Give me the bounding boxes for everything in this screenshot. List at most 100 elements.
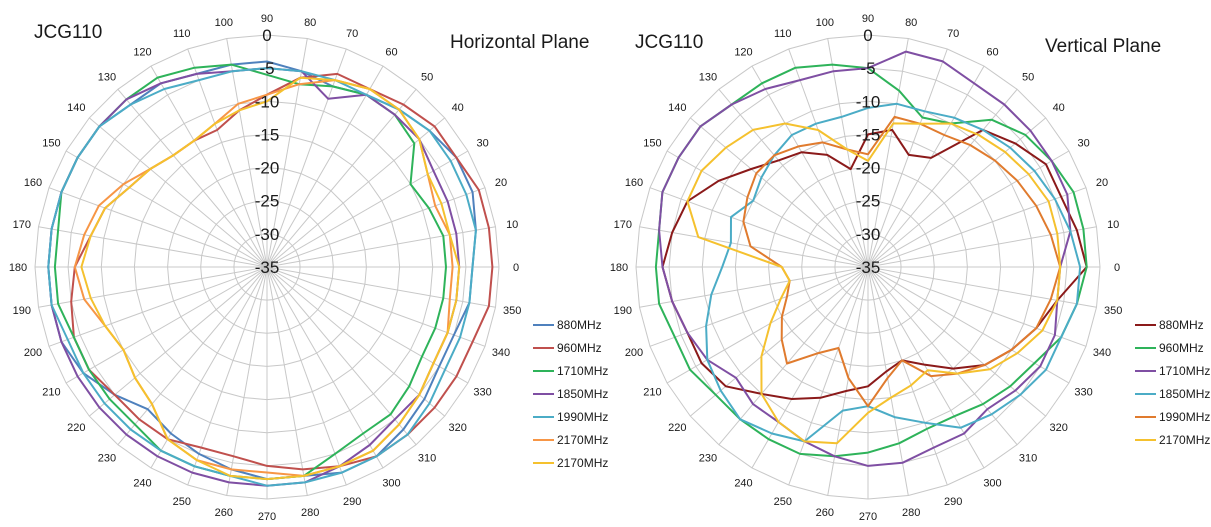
angle-tick-label: 220 bbox=[668, 422, 686, 434]
angle-tick-label: 80 bbox=[304, 17, 316, 29]
grid-spoke bbox=[38, 226, 268, 268]
plane-title: Vertical Plane bbox=[1045, 36, 1162, 57]
angle-tick-label: 240 bbox=[133, 478, 151, 490]
r-tick-label: -20 bbox=[856, 159, 881, 178]
angle-tick-label: 140 bbox=[67, 102, 85, 114]
grid-spoke bbox=[88, 266, 268, 417]
grid-spoke bbox=[751, 65, 869, 268]
legend-label: 2170MHz bbox=[557, 432, 609, 447]
angle-tick-label: 60 bbox=[385, 46, 397, 58]
angle-tick-label: 130 bbox=[699, 71, 717, 83]
grid-spoke bbox=[266, 187, 486, 268]
grid-spoke bbox=[65, 266, 268, 384]
angle-tick-label: 0 bbox=[513, 262, 519, 274]
angle-tick-label: 130 bbox=[98, 71, 116, 83]
legend-item: 1850MHz bbox=[1135, 382, 1210, 405]
angle-tick-label: 140 bbox=[668, 102, 686, 114]
legend-label: 1850MHz bbox=[557, 386, 609, 401]
r-tick-label: -30 bbox=[255, 225, 280, 244]
vertical-polar-plot: 0 10 20 30 40 50 60 70 80 90 100 110 120 130 140 150 160… bbox=[610, 13, 1123, 523]
legend-swatch bbox=[1135, 346, 1156, 349]
grid-spoke bbox=[788, 48, 869, 268]
angle-tick-label: 200 bbox=[24, 347, 42, 359]
legend-item: 960MHz bbox=[533, 336, 608, 359]
angle-tick-label: 150 bbox=[643, 138, 661, 150]
angle-tick-label: 300 bbox=[382, 478, 400, 490]
series-line-1710mhz-2 bbox=[53, 63, 447, 481]
legend-item: 1850MHz bbox=[533, 382, 608, 405]
angle-tick-label: 20 bbox=[1096, 177, 1108, 189]
angle-tick-label: 170 bbox=[13, 219, 31, 231]
grid-spoke bbox=[867, 266, 948, 486]
grid-spoke bbox=[187, 48, 268, 268]
legend-item: 880MHz bbox=[533, 313, 608, 336]
angle-tick-label: 180 bbox=[610, 262, 628, 274]
angle-tick-label: 320 bbox=[1050, 422, 1068, 434]
angle-tick-label: 280 bbox=[902, 507, 920, 519]
angle-tick-label: 30 bbox=[476, 138, 488, 150]
polar-grid bbox=[635, 34, 1101, 500]
angle-tick-label: 310 bbox=[1019, 453, 1037, 465]
angle-tick-label: 220 bbox=[67, 422, 85, 434]
angle-tick-label: 80 bbox=[905, 17, 917, 29]
legend-swatch bbox=[533, 392, 554, 395]
angle-tick-label: 160 bbox=[625, 177, 643, 189]
angle-tick-label: 110 bbox=[173, 28, 191, 40]
grid-spoke bbox=[867, 266, 985, 469]
legend-swatch bbox=[533, 323, 554, 326]
angle-tick-label: 340 bbox=[492, 347, 510, 359]
legend-swatch bbox=[1135, 369, 1156, 372]
angle-tick-label: 30 bbox=[1077, 138, 1089, 150]
r-tick-label: -25 bbox=[255, 192, 280, 211]
grid-spoke bbox=[266, 266, 446, 417]
grid-spoke bbox=[266, 117, 446, 268]
grid-spoke bbox=[266, 266, 469, 384]
legend: 880MHz 960MHz 1710MHz 1850MHz 1990MHz 2170MHz bbox=[1135, 313, 1210, 451]
grid-spoke bbox=[867, 150, 1070, 268]
series-line-1990mhz-4 bbox=[47, 67, 477, 487]
grid-spoke bbox=[867, 266, 1070, 384]
angle-tick-label: 210 bbox=[643, 387, 661, 399]
angle-tick-label: 190 bbox=[13, 305, 31, 317]
series-line-2170mhz-6 bbox=[80, 76, 461, 481]
legend-swatch bbox=[1135, 438, 1156, 441]
model-label: JCG110 bbox=[635, 32, 704, 53]
legend: 880MHz 960MHz 1710MHz 1850MHz 1990MHz 2170MHz… bbox=[533, 313, 608, 474]
r-tick-label: 0 bbox=[262, 26, 271, 45]
angle-tick-label: 280 bbox=[301, 507, 319, 519]
angle-tick-label: 190 bbox=[614, 305, 632, 317]
angle-tick-label: 270 bbox=[859, 511, 877, 523]
grid-spoke bbox=[649, 187, 869, 268]
legend-label: 1710MHz bbox=[1159, 363, 1211, 378]
angle-tick-label: 290 bbox=[944, 496, 962, 508]
r-tick-label: -15 bbox=[856, 125, 881, 144]
r-tick-label: -30 bbox=[856, 225, 881, 244]
legend-label: 2170MHz bbox=[1159, 432, 1211, 447]
legend-item: 2170MHz bbox=[1135, 428, 1210, 451]
angle-tick-label: 100 bbox=[215, 17, 233, 29]
grid-spoke bbox=[266, 48, 347, 268]
angle-tick-label: 330 bbox=[473, 387, 491, 399]
polar-grid bbox=[34, 34, 500, 500]
angle-tick-label: 20 bbox=[495, 177, 507, 189]
angle-tick-label: 320 bbox=[449, 422, 467, 434]
angle-tick-label: 40 bbox=[452, 102, 464, 114]
angle-tick-label: 100 bbox=[816, 17, 834, 29]
angle-tick-label: 70 bbox=[346, 28, 358, 40]
angle-tick-label: 250 bbox=[774, 496, 792, 508]
grid-spoke bbox=[266, 65, 384, 268]
angle-tick-label: 260 bbox=[816, 507, 834, 519]
grid-spoke bbox=[266, 266, 347, 486]
angle-tick-label: 160 bbox=[24, 177, 42, 189]
r-tick-label: 0 bbox=[863, 26, 872, 45]
legend-label: 1990MHz bbox=[1159, 409, 1211, 424]
grid-spoke bbox=[649, 266, 869, 347]
grid-spoke bbox=[266, 266, 417, 446]
angle-tick-label: 200 bbox=[625, 347, 643, 359]
grid-spoke bbox=[226, 266, 268, 496]
grid-spoke bbox=[867, 48, 948, 268]
grid-spoke bbox=[718, 266, 869, 446]
grid-spoke bbox=[639, 226, 869, 268]
angle-tick-label: 170 bbox=[614, 219, 632, 231]
r-tick-label: -35 bbox=[856, 258, 881, 277]
